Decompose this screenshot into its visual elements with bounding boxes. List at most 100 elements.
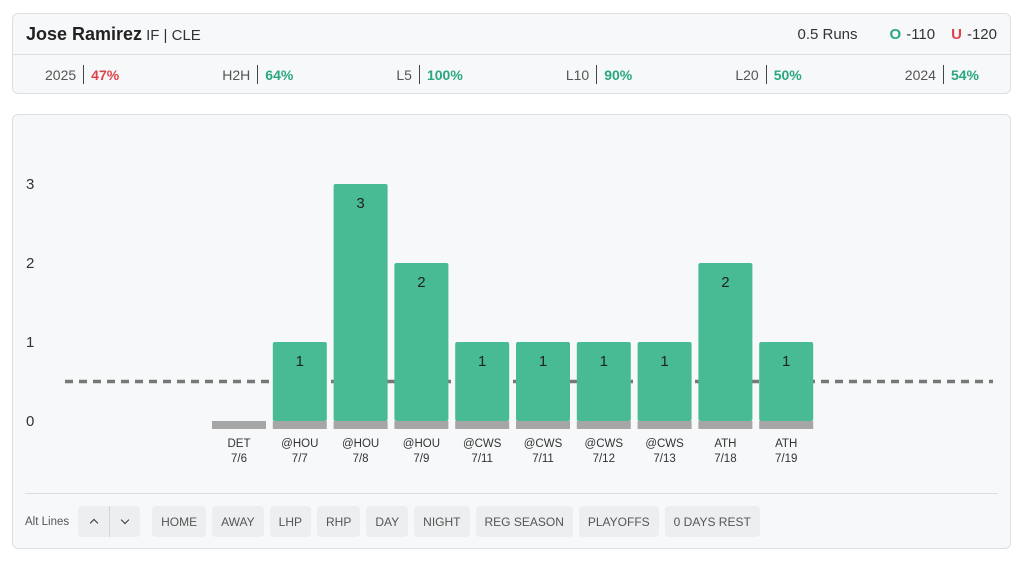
filter-playoffs-button[interactable]: PLAYOFFS xyxy=(578,506,659,537)
bar-base xyxy=(212,421,266,429)
x-tick-opponent: ATH xyxy=(775,438,797,450)
alt-lines-label: Alt Lines xyxy=(25,515,70,528)
filter-reg-season-button[interactable]: REG SEASON xyxy=(475,506,573,537)
x-tick-date: 7/12 xyxy=(593,453,615,465)
x-tick-opponent: @HOU xyxy=(281,438,318,450)
filter-away-button[interactable]: AWAY xyxy=(212,506,264,537)
stat-divider xyxy=(942,65,944,84)
y-tick-label: 0 xyxy=(26,413,34,430)
alt-line-down-button[interactable] xyxy=(109,506,140,537)
stat-divider xyxy=(765,65,767,84)
under-letter: U xyxy=(951,25,962,43)
bar-base xyxy=(698,421,753,429)
bar-value-label: 1 xyxy=(478,353,486,370)
x-tick-opponent: @HOU xyxy=(403,438,440,450)
bar-value-label: 2 xyxy=(417,274,425,291)
x-tick-date: 7/18 xyxy=(714,453,736,465)
over-odds-value: -110 xyxy=(906,25,936,43)
under-odds-value: -120 xyxy=(966,25,997,43)
under-odds[interactable]: U -120 xyxy=(951,26,997,43)
bar-base xyxy=(272,421,327,429)
bar-base xyxy=(394,421,449,429)
filter-night-button[interactable]: NIGHT xyxy=(414,506,470,537)
stat-value: 100% xyxy=(426,66,463,83)
over-odds[interactable]: O -110 xyxy=(890,26,936,43)
filter-buttons: HOME AWAY LHP RHP DAY NIGHT REG SEASON P… xyxy=(152,506,766,537)
alt-lines-stepper xyxy=(78,506,141,537)
stat-value: 50% xyxy=(773,66,802,83)
bar-base xyxy=(576,421,631,429)
bar-value-label: 1 xyxy=(782,353,790,370)
x-tick-date: 7/9 xyxy=(413,453,429,465)
bar-base xyxy=(516,421,570,429)
stat-divider xyxy=(418,65,420,84)
bar-value-label: 2 xyxy=(721,274,729,291)
stat-value: 90% xyxy=(604,66,633,83)
bar xyxy=(272,342,327,421)
stat-2024: 2024 54% xyxy=(905,65,979,84)
stat-label: H2H xyxy=(222,66,251,83)
x-tick-date: 7/11 xyxy=(471,453,493,465)
x-tick-date: 7/19 xyxy=(775,453,797,465)
stat-divider xyxy=(596,65,598,84)
stat-label: 2025 xyxy=(45,66,77,83)
filter-lhp-button[interactable]: LHP xyxy=(269,506,312,537)
bar-value-label: 3 xyxy=(356,195,364,212)
x-tick-date: 7/8 xyxy=(353,453,369,465)
stat-divider xyxy=(83,65,85,84)
stat-label: 2024 xyxy=(904,66,936,83)
y-tick-label: 2 xyxy=(26,255,34,272)
x-tick-date: 7/11 xyxy=(532,453,554,465)
bar-base xyxy=(637,421,692,429)
x-tick-opponent: @CWS xyxy=(645,438,684,450)
y-tick-label: 3 xyxy=(26,176,34,193)
bar xyxy=(455,342,510,421)
filter-day-button[interactable]: DAY xyxy=(366,506,409,537)
x-tick-opponent: @CWS xyxy=(463,438,502,450)
y-tick-label: 1 xyxy=(26,334,34,351)
x-tick-date: 7/6 xyxy=(231,453,247,465)
bar xyxy=(394,263,449,421)
stat-value: 47% xyxy=(91,66,120,83)
over-letter: O xyxy=(889,25,902,43)
filter-days-rest-button[interactable]: 0 DAYS REST xyxy=(664,506,760,537)
stat-label: L10 xyxy=(565,66,590,83)
filter-rhp-button[interactable]: RHP xyxy=(317,506,361,537)
x-tick-date: 7/7 xyxy=(292,453,308,465)
player-meta: IF | CLE xyxy=(146,26,201,44)
prop-line-info: 0.5 Runs O -110 U -120 xyxy=(797,26,997,43)
bar-value-label: 1 xyxy=(600,353,608,370)
stat-value: 64% xyxy=(265,66,294,83)
stat-l5: L5 100% xyxy=(396,65,463,84)
player-header-card: Jose Ramirez IF | CLE 0.5 Runs O -110 U … xyxy=(12,13,1011,94)
bar-value-label: 1 xyxy=(539,353,547,370)
game-log-chart-card: 0 1 2 3 DET 7/6 1 @HOU 7/7 3 @HOU 7/8 2 @HOU 7/9 1 @CWS 7… xyxy=(12,114,1011,549)
bar xyxy=(637,342,692,421)
bar xyxy=(333,184,388,421)
game-log-bar-chart: 0 1 2 3 DET 7/6 1 @HOU 7/7 3 @HOU 7/8 2 @HOU 7/9 1 @CWS 7… xyxy=(26,176,993,465)
bar-base xyxy=(333,421,388,429)
chevron-down-icon xyxy=(120,515,130,525)
stat-divider xyxy=(257,65,259,84)
stat-value: 54% xyxy=(950,66,979,83)
chevron-up-icon xyxy=(89,518,98,528)
bar xyxy=(576,342,631,421)
stat-h2h: H2H 64% xyxy=(222,65,293,84)
hit-rate-stats-row: 2025 47% H2H 64% L5 100% L10 90% L20 50%… xyxy=(13,55,1010,94)
x-tick-opponent: DET xyxy=(228,438,251,450)
player-name: Jose Ramirez xyxy=(26,23,143,44)
x-tick-opponent: @HOU xyxy=(342,438,379,450)
filter-bar: Alt Lines HOME AWAY LHP RHP DAY NIGHT RE… xyxy=(25,493,998,537)
x-tick-opponent: @CWS xyxy=(524,438,563,450)
bar-base xyxy=(455,421,510,429)
stat-label: L5 xyxy=(396,66,412,83)
bar-value-label: 1 xyxy=(660,353,668,370)
alt-line-up-button[interactable] xyxy=(78,506,109,537)
prop-line-label: 0.5 Runs xyxy=(797,25,858,43)
bar-base xyxy=(759,421,814,429)
filter-home-button[interactable]: HOME xyxy=(152,506,207,537)
stat-l10: L10 90% xyxy=(566,65,632,84)
bar xyxy=(516,342,570,421)
title-row: Jose Ramirez IF | CLE 0.5 Runs O -110 U … xyxy=(13,14,1010,55)
stat-l20: L20 50% xyxy=(735,65,802,84)
